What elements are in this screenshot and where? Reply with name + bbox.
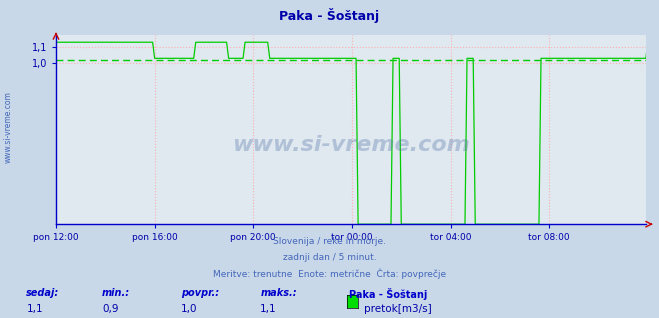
Text: Paka - Šoštanj: Paka - Šoštanj [349,288,428,300]
Text: www.si-vreme.com: www.si-vreme.com [232,135,470,155]
Text: pretok[m3/s]: pretok[m3/s] [364,304,432,314]
Text: povpr.:: povpr.: [181,288,219,298]
Text: 1,1: 1,1 [26,304,43,314]
Text: min.:: min.: [102,288,130,298]
Text: maks.:: maks.: [260,288,297,298]
Text: Meritve: trenutne  Enote: metrične  Črta: povprečje: Meritve: trenutne Enote: metrične Črta: … [213,269,446,279]
Text: 1,1: 1,1 [260,304,277,314]
Text: Slovenija / reke in morje.: Slovenija / reke in morje. [273,237,386,246]
Text: zadnji dan / 5 minut.: zadnji dan / 5 minut. [283,253,376,262]
Text: 0,9: 0,9 [102,304,119,314]
Text: sedaj:: sedaj: [26,288,59,298]
Text: 1,0: 1,0 [181,304,198,314]
Text: www.si-vreme.com: www.si-vreme.com [3,91,13,163]
Text: Paka - Šoštanj: Paka - Šoštanj [279,8,380,23]
